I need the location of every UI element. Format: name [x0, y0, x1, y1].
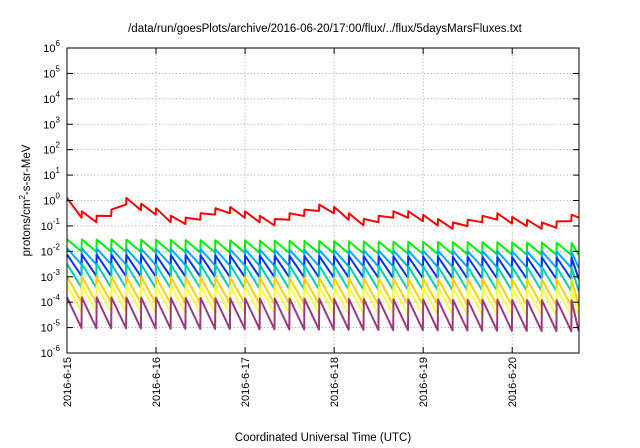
series-group — [66, 197, 580, 333]
grid — [67, 48, 579, 353]
x-tick-label: 2016-6-17 — [240, 357, 252, 407]
series-line-0 — [66, 197, 580, 230]
y-tick-base: 10 — [43, 196, 55, 208]
y-tick-label: 104 — [43, 90, 60, 106]
y-tick-base: 10 — [41, 348, 53, 360]
y-tick-label: 10-4 — [41, 293, 61, 309]
y-axis-label: protons/cm2-s-sr-MeV — [18, 144, 33, 256]
y-tick-label: 102 — [43, 141, 60, 157]
y-axis-label-main: protons/cm — [21, 200, 33, 257]
y-tick-exponent: -5 — [53, 319, 61, 328]
y-tick-exponent: 5 — [56, 64, 61, 73]
y-tick-label: 10-6 — [41, 344, 61, 360]
y-tick-exponent: 2 — [56, 141, 61, 150]
y-axis-label-rest: -s-sr-MeV — [21, 144, 33, 195]
y-tick-label: 105 — [43, 64, 60, 80]
series-line-7 — [66, 296, 580, 333]
series-line-1 — [66, 238, 580, 256]
x-tick-labels: 2016-6-15 2016-6-16 2016-6-17 2016-6-18 2016… — [62, 357, 519, 407]
y-tick-exponent: -1 — [53, 217, 61, 226]
y-tick-exponent: 3 — [56, 115, 61, 124]
y-tick-base: 10 — [41, 221, 53, 233]
y-tick-base: 10 — [41, 246, 53, 258]
y-tick-exponent: -6 — [53, 344, 61, 353]
y-tick-label: 10-5 — [41, 319, 61, 335]
x-axis-label: Coordinated Universal Time (UTC) — [235, 432, 412, 444]
x-tick-label: 2016-6-18 — [329, 357, 341, 407]
y-tick-label: 103 — [43, 115, 60, 131]
y-tick-base: 10 — [41, 323, 53, 335]
x-tick-label: 2016-6-19 — [418, 357, 430, 407]
y-tick-exponent: 6 — [56, 39, 61, 48]
y-tick-label: 100 — [43, 192, 60, 208]
y-tick-label: 10-1 — [41, 217, 61, 233]
chart-title: /data/run/goesPlots/archive/2016-06-20/1… — [128, 23, 523, 35]
x-tick-label: 2016-6-16 — [151, 357, 163, 407]
y-tick-label: 106 — [43, 39, 60, 55]
y-tick-label: 10-3 — [41, 268, 61, 284]
y-tick-exponent: 1 — [56, 166, 61, 175]
y-tick-labels: 10-610-510-410-310-210-11001011021031041… — [41, 39, 61, 360]
y-tick-base: 10 — [43, 170, 55, 182]
y-axis-label-sup: 2 — [18, 195, 27, 200]
x-tick-label: 2016-6-20 — [507, 357, 519, 407]
y-tick-exponent: -3 — [53, 268, 61, 277]
y-tick-base: 10 — [41, 272, 53, 284]
y-tick-base: 10 — [43, 94, 55, 106]
x-tick-label: 2016-6-15 — [62, 357, 74, 407]
axis-ticks — [66, 47, 579, 354]
y-tick-base: 10 — [43, 68, 55, 80]
y-tick-base: 10 — [43, 119, 55, 131]
y-tick-base: 10 — [41, 297, 53, 309]
y-tick-label: 10-2 — [41, 242, 61, 258]
y-tick-exponent: -4 — [53, 293, 61, 302]
y-tick-exponent: 0 — [56, 192, 61, 201]
y-tick-base: 10 — [43, 43, 55, 55]
y-tick-exponent: -2 — [53, 242, 61, 251]
y-tick-label: 101 — [43, 166, 60, 182]
y-tick-base: 10 — [43, 145, 55, 157]
y-tick-exponent: 4 — [56, 90, 61, 99]
